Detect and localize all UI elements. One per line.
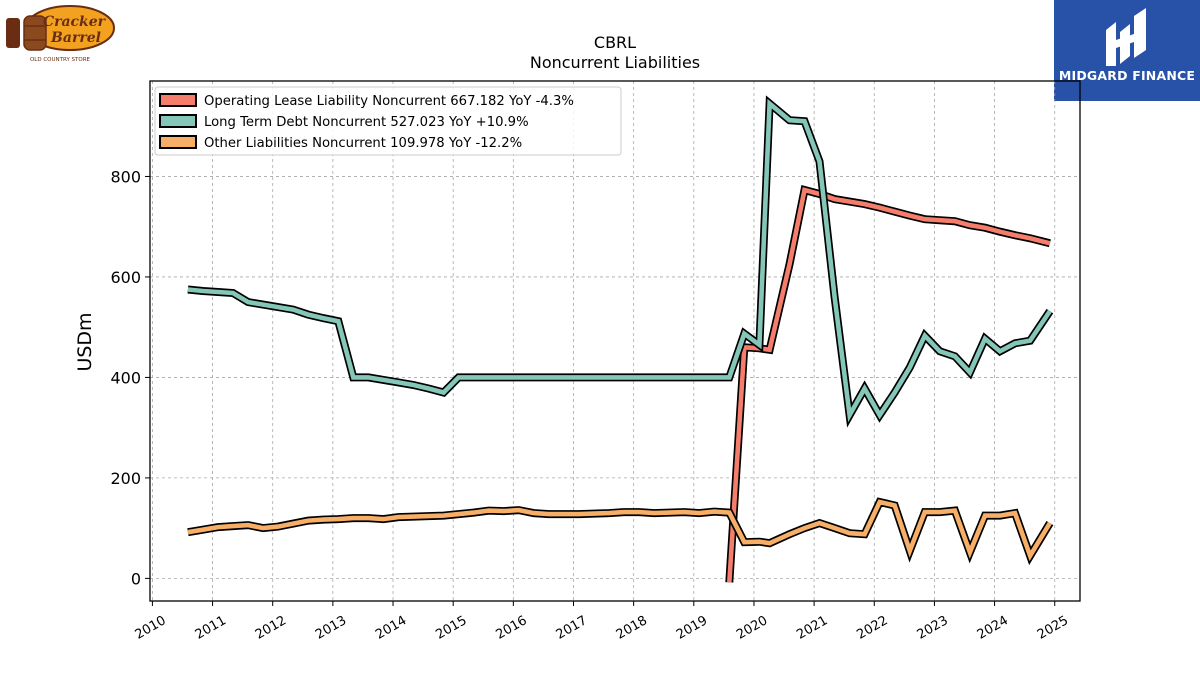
chart-title: CBRL [594, 33, 636, 52]
x-tick-label: 2010 [133, 613, 169, 643]
chart-subtitle: Noncurrent Liabilities [530, 53, 700, 72]
x-tick-label: 2016 [494, 613, 530, 643]
x-tick-label: 2025 [1035, 613, 1071, 643]
x-tick-label: 2024 [975, 613, 1011, 643]
x-tick-label: 2015 [433, 613, 469, 643]
x-axis: 2010 2011 2012 2013 2014 2015 2016 2017 2018 2019… [133, 601, 1071, 643]
x-tick-label: 2014 [373, 613, 409, 643]
x-tick-label: 2018 [614, 613, 650, 643]
x-tick-label: 2019 [674, 613, 710, 643]
series-line-outline [729, 190, 1050, 582]
legend-label: Other Liabilities Noncurrent 109.978 YoY… [204, 136, 522, 151]
legend-swatch [160, 115, 196, 127]
x-tick-label: 2020 [734, 613, 770, 643]
series-0 [729, 190, 1050, 582]
y-tick-label: 800 [110, 167, 141, 186]
x-tick-label: 2021 [794, 613, 830, 643]
y-axis: 0 200 400 600 800 [110, 167, 150, 588]
y-axis-label: USDm [74, 312, 96, 371]
y-tick-label: 400 [110, 368, 141, 387]
legend-label: Long Term Debt Noncurrent 527.023 YoY +1… [204, 115, 529, 130]
y-tick-label: 600 [110, 268, 141, 287]
legend-swatch [160, 136, 196, 148]
series-line [729, 190, 1050, 582]
legend: Operating Lease Liability Noncurrent 667… [155, 87, 621, 155]
x-tick-label: 2011 [193, 613, 229, 643]
series-layer [188, 104, 1050, 583]
y-tick-label: 200 [110, 469, 141, 488]
legend-label: Operating Lease Liability Noncurrent 667… [204, 94, 574, 109]
y-tick-label: 0 [131, 569, 141, 588]
x-tick-label: 2022 [854, 613, 890, 643]
series-2 [188, 502, 1050, 556]
chart: CBRL Noncurrent Liabilities USDm 0 200 400… [0, 0, 1200, 675]
x-tick-label: 2023 [915, 613, 951, 643]
x-tick-label: 2013 [313, 613, 349, 643]
legend-swatch [160, 94, 196, 106]
x-tick-label: 2017 [554, 613, 590, 643]
x-tick-label: 2012 [253, 613, 289, 643]
